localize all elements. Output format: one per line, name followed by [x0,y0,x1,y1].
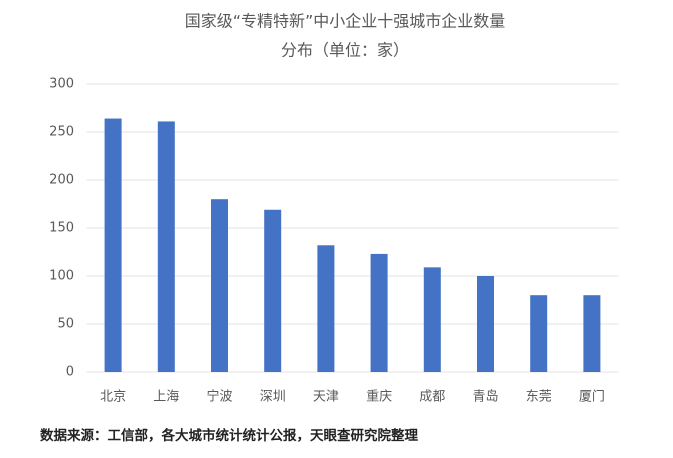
source-note: 数据来源：工信部，各大城市统计统计公报，天眼查研究院整理 [40,427,418,444]
y-tick-label: 150 [49,221,74,236]
bar [530,295,548,372]
x-tick-label: 北京 [100,390,126,405]
bar [477,276,494,372]
bar [157,121,175,372]
bar [423,267,441,372]
x-tick-label: 东莞 [526,390,552,405]
bar [583,295,601,372]
y-tick-label: 50 [57,317,74,332]
y-tick-label: 200 [49,173,74,188]
x-tick-label: 青岛 [472,389,498,405]
y-tick-label: 250 [49,125,74,140]
bar [104,118,122,372]
x-tick-label: 成都 [419,390,445,405]
chart-title: 国家级“专精特新”中小企业十强城市企业数量 [185,12,506,31]
bar [370,253,388,372]
chart-subtitle: 分布（单位：家） [281,41,409,60]
bar [211,199,228,372]
x-tick-label: 重庆 [366,389,392,405]
x-tick-label: 天津 [313,390,339,405]
y-tick-label: 300 [49,77,74,92]
x-tick-label: 宁波 [206,389,232,405]
x-tick-label: 厦门 [579,390,605,405]
bar [317,245,335,372]
x-tick-label: 上海 [153,390,179,405]
y-tick-label: 100 [49,269,74,284]
y-tick-label: 0 [66,365,74,380]
bar [264,209,282,372]
x-tick-label: 深圳 [260,390,286,405]
